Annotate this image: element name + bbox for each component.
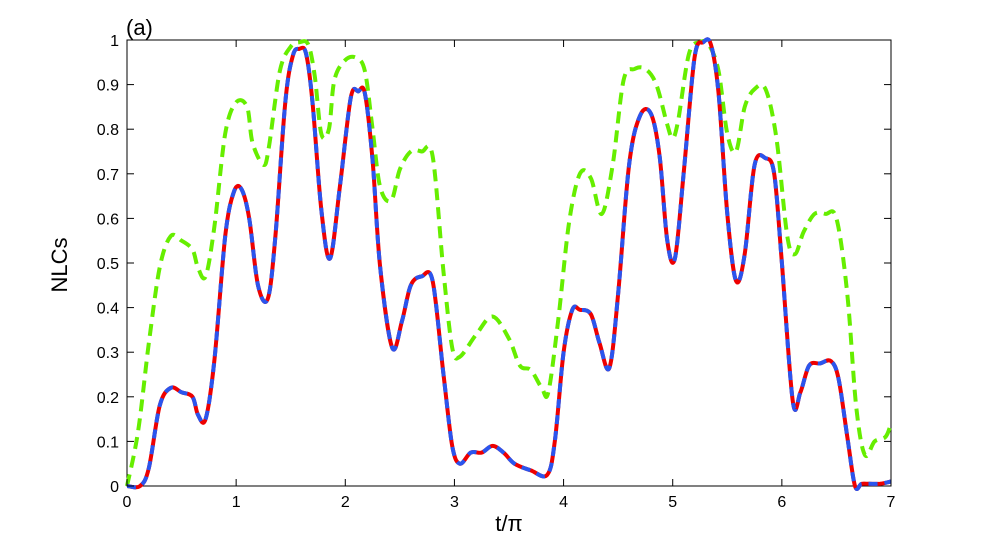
- y-tick-label: 0.8: [97, 122, 119, 139]
- y-tick-label: 0.4: [97, 301, 119, 318]
- plot-frame: [126, 39, 892, 487]
- y-tick-label: 0.3: [97, 345, 119, 362]
- x-axis-label: t/π: [495, 511, 522, 536]
- y-tick-label: 0.9: [97, 78, 119, 95]
- x-tick-label: 7: [887, 494, 896, 511]
- y-tick-label: 1: [110, 33, 119, 50]
- y-tick-label: 0.1: [97, 434, 119, 451]
- x-tick-label: 2: [341, 494, 350, 511]
- panel-label: (a): [126, 15, 153, 40]
- series-line-2: [126, 37, 892, 491]
- axes: [126, 39, 892, 487]
- series-line-3: [126, 37, 892, 491]
- y-axis-label: NLCs: [47, 237, 72, 292]
- x-tick-label: 5: [668, 494, 677, 511]
- x-tick-label: 4: [559, 494, 568, 511]
- y-tick-label: 0.7: [97, 167, 119, 184]
- x-tick-label: 0: [123, 494, 132, 511]
- series-group: [125, 37, 893, 491]
- y-tick-label: 0.2: [97, 390, 119, 407]
- series-line-1: [125, 38, 893, 487]
- ticks-group: 0 1 2 3 4 5 6 7 0 0.1 0.2 0.3 0.4 0.5 0.6 0.7 0.8 0.9 1: [97, 33, 896, 511]
- y-tick-label: 0: [110, 479, 119, 496]
- x-tick-label: 3: [450, 494, 459, 511]
- y-tick-label: 0.5: [97, 256, 119, 273]
- y-tick-label: 0.6: [97, 211, 119, 228]
- x-tick-label: 6: [777, 494, 786, 511]
- x-tick-label: 1: [232, 494, 241, 511]
